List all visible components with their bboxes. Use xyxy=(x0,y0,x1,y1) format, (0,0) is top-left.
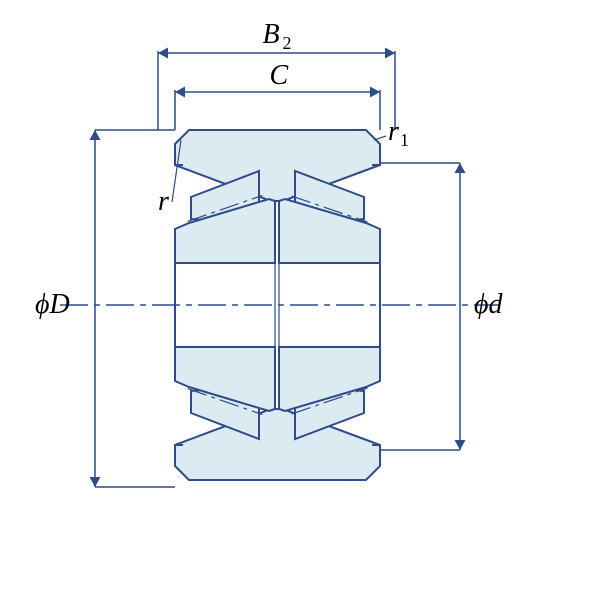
label-r: r xyxy=(158,186,169,217)
label-phid: ϕd xyxy=(474,289,503,320)
svg-text:1: 1 xyxy=(400,130,409,150)
label-B2: B xyxy=(263,19,280,50)
label-phiD: ϕD xyxy=(35,289,70,320)
label-C: C xyxy=(270,60,289,91)
label-r1: r xyxy=(388,116,399,147)
svg-text:2: 2 xyxy=(283,33,292,53)
